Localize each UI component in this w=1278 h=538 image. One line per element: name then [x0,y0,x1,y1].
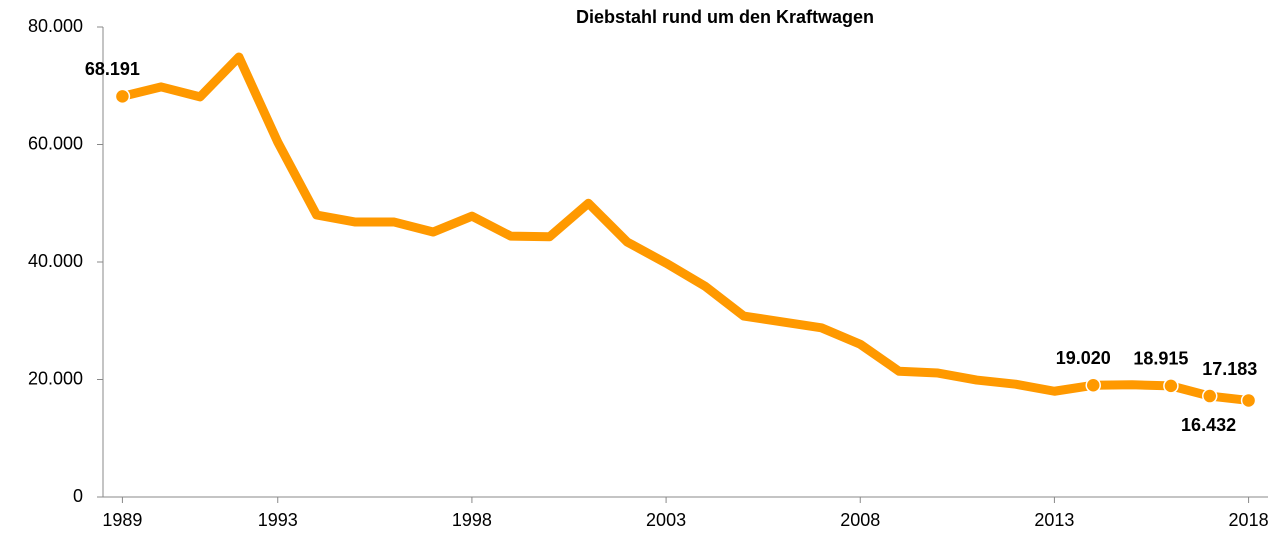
x-tick-label: 1989 [102,510,142,530]
data-label: 68.191 [85,59,140,79]
x-tick-label: 2018 [1229,510,1269,530]
x-tick-label: 1998 [452,510,492,530]
chart-title: Diebstahl rund um den Kraftwagen [576,7,874,27]
x-tick-label: 1993 [258,510,298,530]
point-marker [1240,392,1257,409]
point-marker [114,88,131,105]
point-marker [1085,377,1101,394]
data-label: 18.915 [1133,349,1188,369]
x-tick-label: 2013 [1034,510,1074,530]
y-tick-label: 80.000 [28,16,83,36]
x-tick-label: 2003 [646,510,686,530]
data-label: 17.183 [1202,359,1257,379]
point-marker [1202,388,1218,404]
data-label: 19.020 [1056,348,1111,368]
y-tick-label: 20.000 [28,368,83,388]
y-tick-label: 60.000 [28,133,83,153]
data-label: 16.432 [1181,415,1236,435]
y-tick-label: 0 [73,486,83,506]
x-tick-label: 2008 [840,510,880,530]
point-marker [1163,378,1179,394]
y-tick-label: 40.000 [28,251,83,271]
line [121,52,1250,405]
